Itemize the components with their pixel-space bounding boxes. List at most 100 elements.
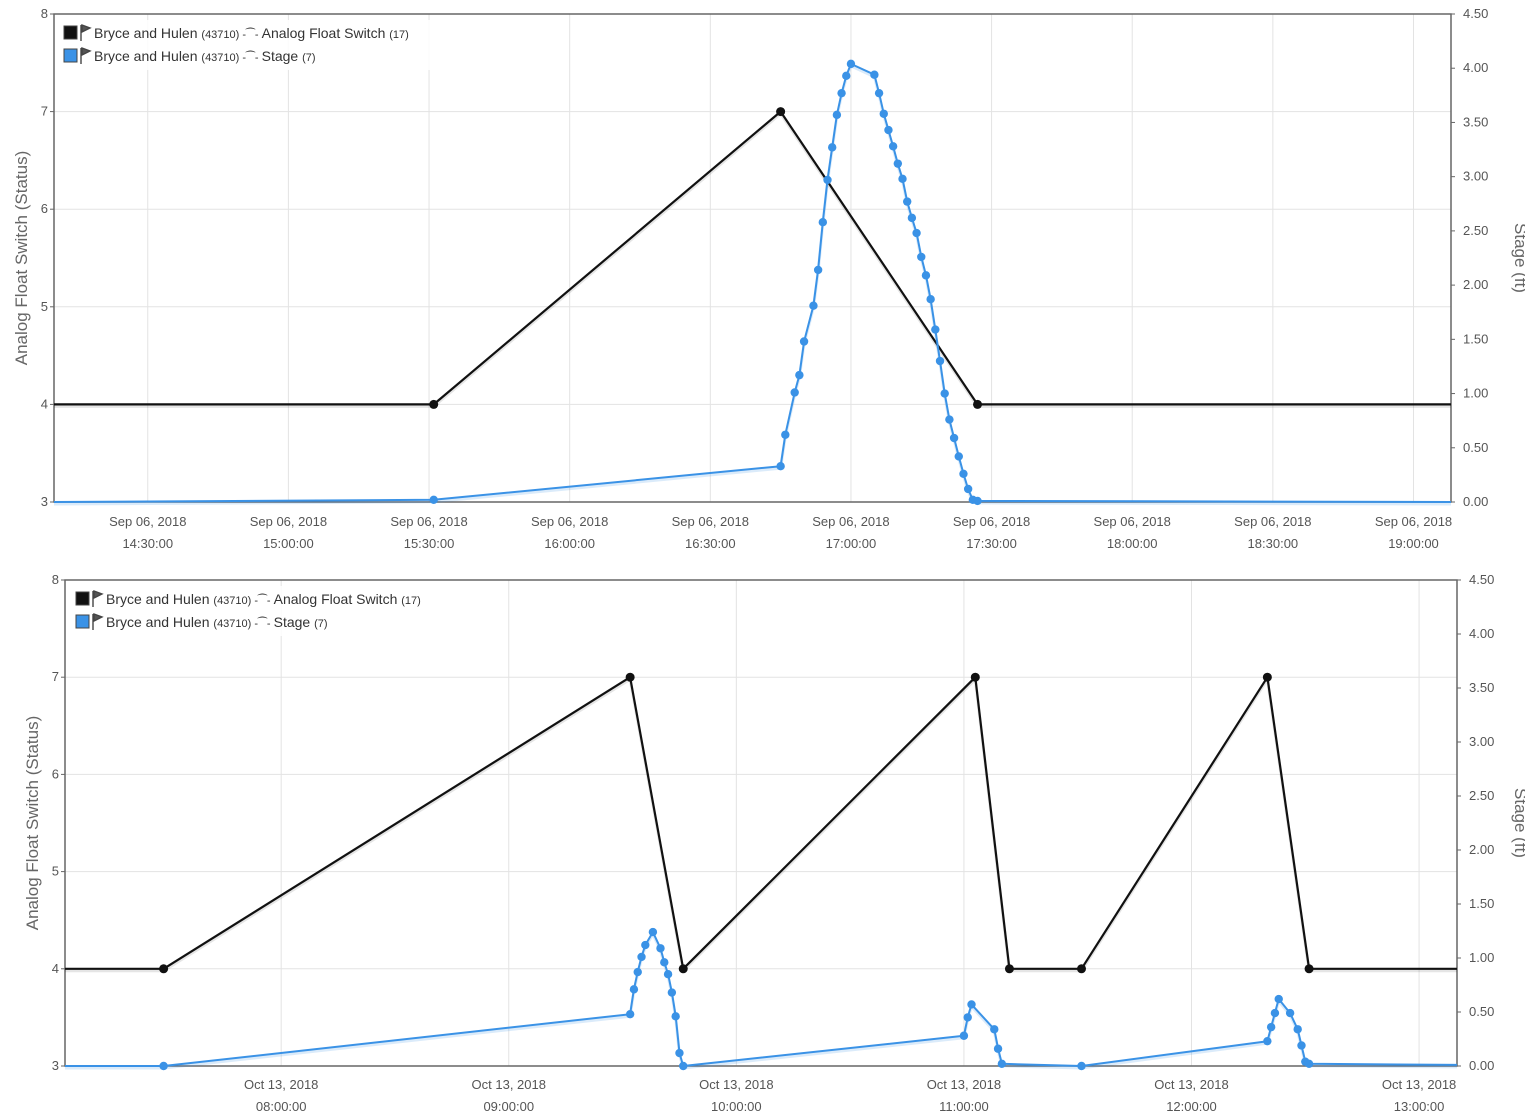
chart2-ytick-right-7: 3.50: [1469, 680, 1494, 695]
chart1-switch-point-2[interactable]: [776, 107, 786, 117]
chart1-stage-point-24[interactable]: [907, 213, 917, 223]
chart2-stage-point-28[interactable]: [1297, 1041, 1306, 1050]
chart1-stage-point-17[interactable]: [874, 88, 884, 98]
chart2-switch-point-7[interactable]: [1262, 672, 1272, 682]
chart2-stage-point-3[interactable]: [629, 985, 639, 994]
chart2-stage-point-7[interactable]: [648, 927, 658, 937]
chart2-switch-point-2[interactable]: [625, 672, 635, 682]
chart2-stage-point-8[interactable]: [656, 944, 665, 953]
chart2-stage-point-1[interactable]: [159, 1061, 168, 1071]
chart1-stage-point-33[interactable]: [949, 433, 959, 443]
chart1-stage-point-34[interactable]: [954, 452, 963, 461]
chart2-ytick-right-8: 4.00: [1469, 626, 1494, 641]
chart1-stage-point-25[interactable]: [912, 228, 921, 238]
chart1-stage-point-26[interactable]: [917, 252, 926, 262]
chart2-stage-point-6[interactable]: [641, 940, 650, 950]
chart2-stage-point-18[interactable]: [990, 1025, 999, 1034]
chart2-legend-item-0[interactable]: Bryce and Hulen (43710) -⁀- Analog Float…: [75, 589, 421, 607]
chart2-stage-point-15[interactable]: [959, 1031, 969, 1040]
chart2-legend-swatch-0[interactable]: [75, 591, 90, 606]
chart2-switch-point-4[interactable]: [970, 672, 980, 682]
chart1-stage-point-3[interactable]: [781, 430, 790, 439]
chart2-switch-point-5[interactable]: [1004, 964, 1014, 974]
chart2-ytick-left-2: 5: [52, 864, 59, 879]
chart2-switch-point-8[interactable]: [1304, 964, 1314, 974]
chart1-stage-point-38[interactable]: [973, 496, 982, 506]
chart2-stage-point-16[interactable]: [963, 1013, 972, 1022]
chart2-switch-point-3[interactable]: [678, 964, 688, 974]
chart2-stage-point-20[interactable]: [997, 1059, 1007, 1069]
chart2-stage-point-22[interactable]: [1263, 1036, 1272, 1046]
chart1-legend-item-1[interactable]: Bryce and Hulen (43710) -⁀- Stage (7): [63, 46, 316, 64]
chart2-stage-point-10[interactable]: [663, 970, 673, 979]
chart2-stage-point-21[interactable]: [1077, 1061, 1086, 1071]
chart2-stage-point-5[interactable]: [637, 952, 646, 962]
flag-icon: [92, 589, 104, 607]
chart2-plot-area: [65, 580, 1457, 1066]
chart1-stage-point-15[interactable]: [846, 59, 856, 69]
chart2-stage-point-24[interactable]: [1270, 1008, 1280, 1018]
chart2-stage-point-25[interactable]: [1274, 994, 1283, 1004]
chart2-switch-point-6[interactable]: [1077, 964, 1087, 974]
chart1-switch-point-3[interactable]: [973, 399, 983, 409]
chart1-xtick-time-1: 15:00:00: [263, 536, 314, 551]
chart1-legend-item-0[interactable]: Bryce and Hulen (43710) -⁀- Analog Float…: [63, 23, 409, 41]
chart2-stage-point-2[interactable]: [625, 1009, 635, 1019]
chart2-stage-point-12[interactable]: [671, 1012, 680, 1021]
chart1-stage-point-8[interactable]: [813, 265, 823, 275]
chart1-stage-point-6[interactable]: [799, 337, 809, 346]
chart1-ytick-right-9: 4.50: [1463, 6, 1488, 21]
chart2-legend-item-1[interactable]: Bryce and Hulen (43710) -⁀- Stage (7): [75, 612, 328, 630]
chart1-legend-swatch-1[interactable]: [63, 48, 78, 63]
chart1-stage-point-12[interactable]: [832, 110, 842, 120]
chart1-stage-point-7[interactable]: [809, 301, 818, 310]
chart1-switch-point-1[interactable]: [429, 399, 439, 409]
chart1-stage-point-1[interactable]: [429, 495, 438, 505]
chart1-stage-point-13[interactable]: [837, 88, 846, 98]
chart2-stage-point-30[interactable]: [1304, 1059, 1314, 1069]
chart2-stage-point-26[interactable]: [1285, 1008, 1295, 1018]
chart1-stage-point-21[interactable]: [893, 159, 903, 168]
chart2-stage-point-11[interactable]: [667, 988, 677, 997]
chart2-xtick-date-1: Oct 13, 2018: [472, 1077, 546, 1092]
chart1-stage-point-20[interactable]: [888, 142, 898, 151]
chart1-stage-point-36[interactable]: [963, 484, 973, 494]
chart2-legend-swatch-1[interactable]: [75, 614, 90, 629]
chart1-stage-point-29[interactable]: [931, 325, 940, 334]
chart1-stage-point-23[interactable]: [903, 197, 912, 206]
chart1-stage-point-4[interactable]: [790, 388, 799, 397]
chart2-stage-point-9[interactable]: [660, 958, 669, 967]
chart2-xtick-date-3: Oct 13, 2018: [927, 1077, 1001, 1092]
chart2-stage-point-13[interactable]: [675, 1048, 684, 1058]
chart1-stage-point-27[interactable]: [921, 271, 931, 280]
chart1-stage-point-18[interactable]: [879, 109, 888, 118]
chart1-stage-point-30[interactable]: [935, 356, 945, 366]
chart1-stage-point-28[interactable]: [926, 295, 935, 304]
chart2-switch-point-1[interactable]: [159, 964, 169, 974]
chart1-stage-point-2[interactable]: [776, 462, 785, 471]
chart1-stage-point-16[interactable]: [870, 70, 879, 79]
chart2-series-float-switch: [65, 672, 1457, 974]
chart2-stage-point-14[interactable]: [679, 1061, 688, 1071]
chart2-stage-point-27[interactable]: [1293, 1025, 1302, 1034]
chart1-stage-point-31[interactable]: [940, 389, 949, 398]
chart2-stage-point-19[interactable]: [993, 1044, 1003, 1053]
chart1-xtick-time-5: 17:00:00: [826, 536, 877, 551]
chart1-stage-point-5[interactable]: [795, 370, 804, 380]
chart1-stage-point-14[interactable]: [842, 71, 851, 81]
chart2-stage-point-17[interactable]: [967, 1000, 976, 1009]
chart2-stage-point-23[interactable]: [1266, 1022, 1276, 1032]
chart2-stage-point-4[interactable]: [633, 967, 642, 977]
chart2-frame: [64, 579, 1458, 1067]
chart1-stage-point-22[interactable]: [898, 174, 907, 184]
chart1-ytick-left-2: 5: [41, 299, 48, 314]
chart1-stage-point-11[interactable]: [827, 143, 837, 152]
chart1-stage-point-9[interactable]: [818, 218, 828, 227]
chart1-stage-point-32[interactable]: [945, 415, 954, 424]
chart1-xtick-time-2: 15:30:00: [404, 536, 455, 551]
chart1-legend-swatch-0[interactable]: [63, 25, 78, 40]
chart1-xtick-time-4: 16:30:00: [685, 536, 736, 551]
chart1-stage-point-19[interactable]: [884, 125, 893, 135]
chart1-stage-point-10[interactable]: [823, 175, 832, 185]
chart1-stage-point-35[interactable]: [959, 469, 968, 479]
